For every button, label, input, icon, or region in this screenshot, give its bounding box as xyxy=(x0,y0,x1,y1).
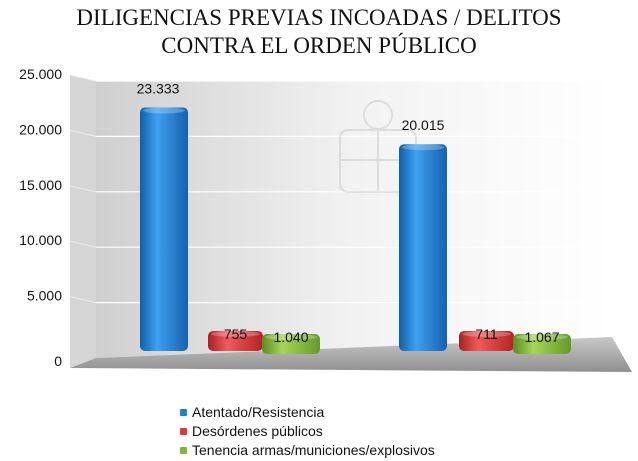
bar-highlight xyxy=(402,144,444,151)
bar-highlight xyxy=(516,334,568,340)
bar-highlight xyxy=(143,107,185,114)
legend: Atentado/Resistencia Desórdenes públicos… xyxy=(180,403,435,460)
gridline-side xyxy=(69,74,97,82)
bar-atentado-resistencia-0 xyxy=(140,107,188,351)
chart-side-wall xyxy=(70,75,96,368)
bar-des-rdenes-p-blicos-1 xyxy=(459,331,514,351)
data-label: 711 xyxy=(475,326,498,342)
chart-title: DILIGENCIAS PREVIAS INCOADAS / DELITOS C… xyxy=(76,5,561,58)
title-line-1: DILIGENCIAS PREVIAS INCOADAS / DELITOS xyxy=(76,5,561,30)
data-label: 1.040 xyxy=(273,329,308,345)
legend-label: Tenencia armas/municiones/explosivos xyxy=(192,442,435,458)
legend-item-atentado: Atentado/Resistencia xyxy=(180,403,435,422)
bar-des-rdenes-p-blicos-0 xyxy=(208,331,263,351)
y-tick-label: 25.000 xyxy=(19,66,62,82)
data-label: 755 xyxy=(224,326,248,342)
y-tick-label: 5.000 xyxy=(27,288,62,304)
y-tick-label: 0 xyxy=(54,353,62,369)
legend-swatch-blue-icon xyxy=(180,409,187,416)
legend-label: Desórdenes públicos xyxy=(192,423,323,439)
title-line-2: CONTRA EL ORDEN PÚBLICO xyxy=(161,32,476,58)
y-tick-label: 10.000 xyxy=(19,232,62,248)
legend-item-desordenes: Desórdenes públicos xyxy=(180,422,435,441)
gridline-side xyxy=(69,240,97,248)
legend-swatch-green-icon xyxy=(180,447,187,454)
gridline-side xyxy=(69,296,97,304)
bar-highlight xyxy=(462,331,511,337)
y-tick-label: 15.000 xyxy=(19,177,62,193)
bar-tenencia-armas-municiones-explosivos-0 xyxy=(262,334,320,354)
legend-label: Atentado/Resistencia xyxy=(192,404,325,420)
y-axis-ticks: 0 5.000 10.000 15.000 20.000 25.000 xyxy=(19,66,62,369)
bar-tenencia-armas-municiones-explosivos-1 xyxy=(513,334,571,354)
legend-item-tenencia: Tenencia armas/municiones/explosivos xyxy=(180,441,435,460)
gridline-side xyxy=(69,129,97,137)
gridline-side xyxy=(69,185,97,193)
data-label: 20.015 xyxy=(402,117,445,133)
bars xyxy=(140,107,571,354)
bar-highlight xyxy=(265,334,317,340)
data-label: 1.067 xyxy=(524,329,559,345)
data-labels: 23.333 20.015 755 711 1.040 1.067 xyxy=(137,80,560,345)
y-tick-label: 20.000 xyxy=(19,121,62,137)
chart-back-wall xyxy=(96,81,612,358)
legend-swatch-red-icon xyxy=(180,428,187,435)
data-label: 23.333 xyxy=(137,80,180,96)
bar-highlight xyxy=(211,331,260,337)
bar-atentado-resistencia-1 xyxy=(399,144,447,351)
